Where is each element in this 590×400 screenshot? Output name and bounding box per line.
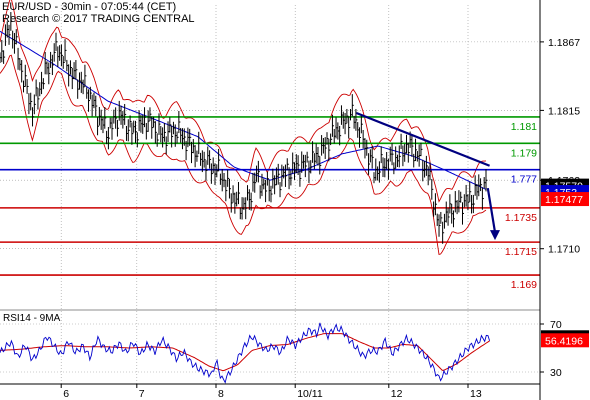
trend-overlay (355, 112, 500, 241)
bollinger-bands (0, 0, 487, 255)
bearish-trendline (355, 112, 491, 167)
projection-arrow-shaft (486, 187, 497, 233)
time-tick-label: 6 (63, 388, 69, 400)
bollinger-lower-band (0, 54, 487, 255)
rsi-label: RSI14 - 9MA (3, 313, 61, 324)
rsi-tick-label: 30 (550, 367, 562, 379)
rsi-badge-red (541, 333, 589, 348)
price-tick-label: 1.1710 (548, 244, 580, 256)
price-bars (0, 12, 488, 244)
time-tick-label: 13 (470, 388, 482, 400)
rsi-tick-label: 70 (550, 319, 562, 331)
time-tick-label: 7 (139, 388, 145, 400)
price-badge-red (541, 192, 589, 207)
level-label: 1.181 (511, 121, 537, 133)
rsi-badge-label: 56.4196 (545, 335, 583, 347)
value-badges: 1.175791.17531.1747758.925156.4196 (541, 178, 589, 348)
level-label: 1.1735 (505, 212, 537, 224)
chart-title: EUR/USD - 30min - 07:05:44 (CET) (2, 1, 177, 13)
level-label: 1.777 (511, 174, 537, 186)
price-tick-label: 1.1815 (548, 105, 580, 117)
chart-copyright: Research © 2017 TRADING CENTRAL (2, 13, 195, 25)
rsi-moving-average-line (0, 333, 490, 372)
time-tick-label: 8 (218, 388, 224, 400)
bollinger-upper-band (0, 0, 487, 203)
level-label: 1.179 (511, 147, 537, 159)
level-label: 1.1715 (505, 246, 537, 258)
projection-arrow-head (490, 230, 500, 241)
rsi-panel (0, 309, 540, 384)
price-badge-label: 1.17477 (545, 194, 583, 206)
rsi-line (0, 322, 491, 384)
price-tick-label: 1.1867 (548, 37, 580, 49)
level-label: 1.169 (511, 279, 537, 291)
time-tick-label: 10/11 (297, 388, 323, 400)
time-tick-label: 12 (391, 388, 403, 400)
